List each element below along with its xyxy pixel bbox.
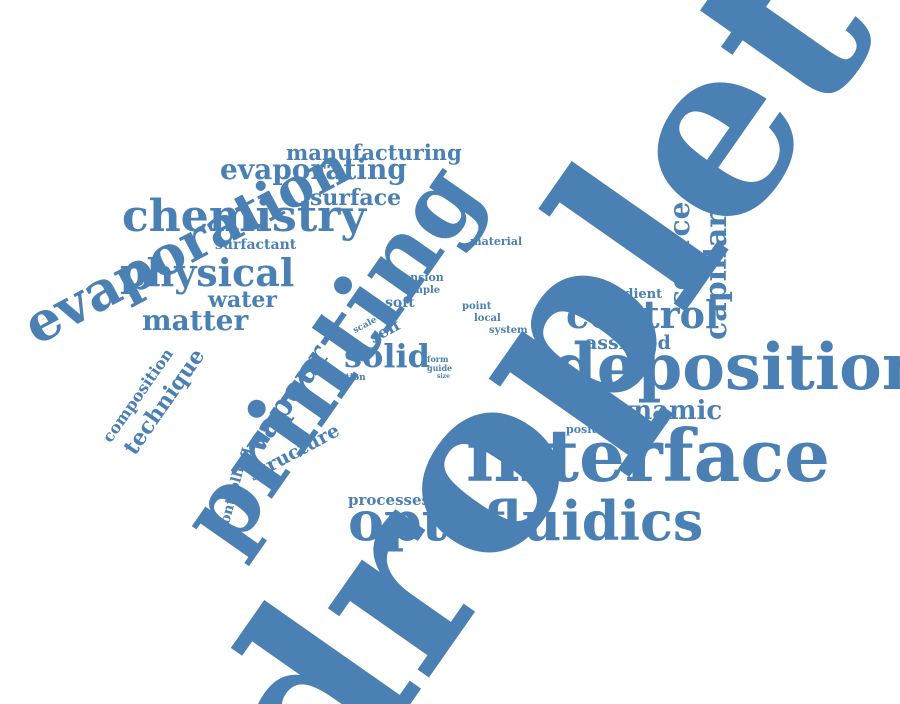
word-matter: matter: [142, 304, 249, 337]
word-gradient: gradient: [600, 287, 663, 302]
word-system: system: [489, 325, 528, 336]
word-surface: surface: [310, 185, 402, 211]
word-material: material: [470, 235, 523, 248]
word-source: source: [663, 201, 696, 306]
word-soft: soft: [385, 295, 415, 311]
word-point: point: [462, 301, 492, 312]
word-position: position: [566, 423, 616, 436]
word-evaporating: evaporating: [220, 153, 407, 186]
word-water: water: [208, 287, 277, 313]
word-solid: solid: [344, 337, 431, 375]
word-optofluidics: optofluidics: [348, 489, 704, 553]
word-tension: tension: [398, 271, 444, 284]
word-chemistry: chemistry: [122, 191, 366, 242]
word-surfactant: surfactant: [215, 237, 297, 253]
word-dynamic: dynamic: [600, 396, 723, 426]
word-motion: motion: [330, 373, 366, 383]
word-size: size: [437, 373, 450, 380]
word-assisted: assisted: [585, 332, 671, 354]
word-guide: guide: [427, 363, 453, 373]
word-physical: physical: [120, 250, 295, 295]
word-capillary: capillary: [699, 194, 734, 340]
word-local: local: [474, 313, 501, 324]
word-control: control: [566, 292, 720, 337]
word-simple: simple: [403, 285, 441, 296]
word-manufacturing: manufacturing: [286, 140, 462, 165]
word-deposition: deposition: [552, 330, 900, 405]
word-processes: processes: [348, 491, 430, 509]
word-interface: interface: [466, 413, 830, 498]
word-form: form: [427, 354, 449, 364]
